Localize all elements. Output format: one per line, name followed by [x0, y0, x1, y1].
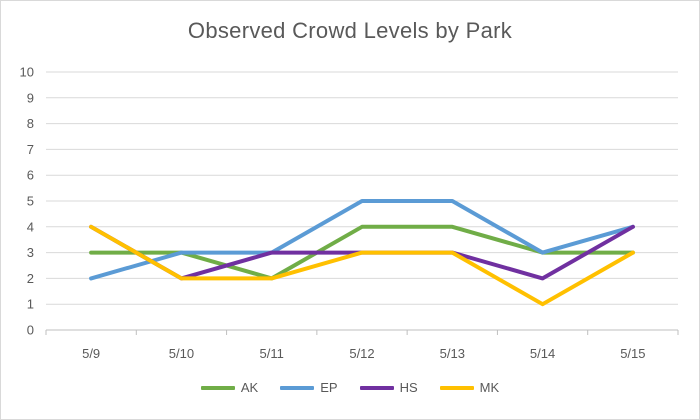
legend-label: MK — [479, 380, 500, 395]
y-tick-label: 8 — [27, 116, 34, 131]
y-tick-label: 6 — [27, 168, 34, 183]
legend-label: AK — [240, 380, 259, 395]
y-tick-label: 5 — [27, 194, 34, 209]
legend-item-ak: AK — [200, 380, 259, 395]
legend-swatch — [359, 385, 394, 390]
legend-label: HS — [399, 380, 418, 395]
y-tick-label: 4 — [27, 219, 34, 234]
legend-item-ep: EP — [280, 380, 338, 395]
x-axis-tick-labels: 5/9 5/10 5/11 5/12 5/13 5/14 5/15 — [82, 346, 645, 361]
x-tick-label: 5/13 — [440, 346, 465, 361]
x-tick-label: 5/9 — [82, 346, 100, 361]
y-tick-label: 1 — [27, 297, 34, 312]
legend-item-hs: HS — [359, 380, 418, 395]
legend-label: EP — [320, 380, 338, 395]
x-tick-label: 5/10 — [169, 346, 194, 361]
legend-swatch — [200, 385, 235, 390]
legend-swatch — [280, 385, 315, 390]
x-tick-label: 5/12 — [349, 346, 374, 361]
y-axis-tick-labels: 0 1 2 3 4 5 6 7 8 9 10 — [20, 65, 34, 338]
legend-swatch — [439, 385, 474, 390]
x-tick-label: 5/14 — [530, 346, 555, 361]
y-tick-label: 2 — [27, 271, 34, 286]
y-tick-label: 7 — [27, 142, 34, 157]
y-tick-label: 3 — [27, 245, 34, 260]
legend-item-mk: MK — [439, 380, 500, 395]
y-tick-label: 9 — [27, 90, 34, 105]
y-tick-label: 10 — [20, 65, 34, 80]
series-line-mk — [89, 224, 635, 307]
gridlines — [45, 71, 679, 335]
x-tick-label: 5/15 — [620, 346, 645, 361]
x-tick-label: 5/11 — [260, 346, 284, 361]
y-tick-label: 0 — [27, 323, 34, 338]
series-lines — [89, 199, 635, 307]
series-line-ep — [89, 199, 635, 281]
chart-title: Observed Crowd Levels by Park — [187, 18, 513, 43]
legend: AK EP HS MK — [0, 380, 700, 395]
